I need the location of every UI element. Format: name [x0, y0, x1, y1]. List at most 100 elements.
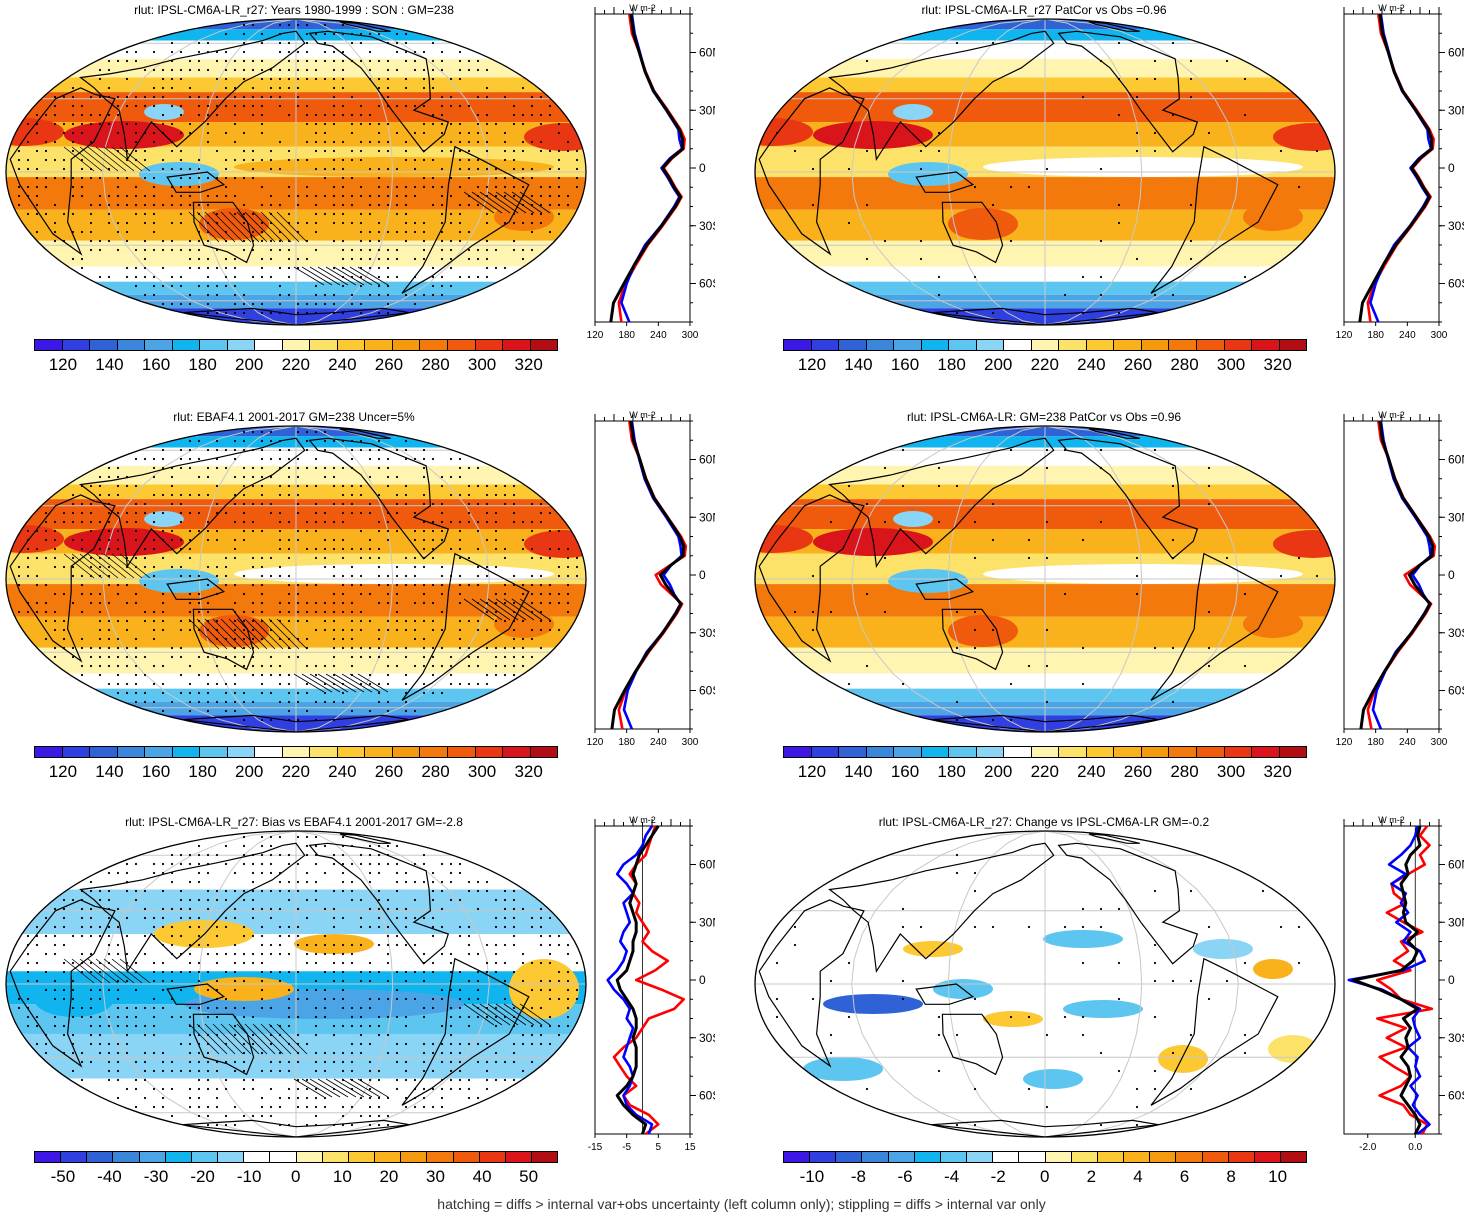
stipple-dot — [152, 916, 156, 920]
stipple-dot — [341, 59, 345, 63]
stipple-dot — [134, 673, 138, 677]
stipple-dot — [521, 221, 525, 225]
stipple-dot — [62, 131, 66, 135]
coastline-eurasia — [828, 437, 1055, 569]
stipple-dot — [377, 86, 381, 90]
stipple-dot — [467, 68, 471, 72]
stipple-dot — [170, 86, 174, 90]
stipple-dot — [476, 628, 480, 632]
stipple-dot — [89, 122, 93, 126]
hatch-line — [244, 618, 276, 650]
colorbar-tick-label: -8 — [850, 1167, 867, 1186]
colorbar-tick-label: 120 — [797, 355, 827, 374]
stipple-dot — [179, 167, 183, 171]
stipple-dot — [71, 95, 75, 99]
stipple-dot — [323, 628, 327, 632]
stipple-dot — [152, 1006, 156, 1010]
coastline-greenland — [339, 21, 391, 32]
stipple-dot — [575, 149, 579, 153]
stipple-dot — [278, 1060, 282, 1064]
x-tick-label: -5 — [622, 1142, 631, 1153]
colorbar-swatch — [1279, 340, 1307, 350]
stipple-dot — [1045, 448, 1049, 452]
colorbar-swatch — [479, 1152, 506, 1162]
stipple-dot — [179, 619, 183, 623]
stipple-dot — [440, 113, 444, 117]
stipple-dot — [377, 916, 381, 920]
stipple-dot — [1135, 556, 1139, 560]
stipple-dot — [98, 475, 102, 479]
hatch-line — [95, 958, 127, 984]
stipple-dot — [458, 185, 462, 189]
stipple-dot — [278, 538, 282, 542]
x-tick-label: 300 — [682, 330, 699, 341]
stipple-dot — [269, 194, 273, 198]
stipple-dot — [350, 1006, 354, 1010]
stipple-dot — [278, 673, 282, 677]
stipple-dot — [350, 961, 354, 965]
lat-tick-label: 30S — [699, 1031, 715, 1045]
stipple-dot — [476, 520, 480, 524]
stipple-dot — [251, 1042, 255, 1046]
stipple-dot — [539, 1006, 543, 1010]
stipple-dot — [476, 664, 480, 668]
stipple-dot — [449, 248, 453, 252]
stipple-dot — [89, 655, 93, 659]
stipple-dot — [161, 664, 165, 668]
stipple-dot — [296, 95, 300, 99]
stipple-dot — [485, 68, 489, 72]
stipple-dot — [521, 646, 525, 650]
stipple-dot — [161, 889, 165, 893]
stipple-dot — [467, 664, 471, 668]
stipple-dot — [332, 889, 336, 893]
stipple-dot — [71, 538, 75, 542]
stipple-dot — [1027, 925, 1031, 929]
stipple-dot — [458, 203, 462, 207]
stipple-dot — [179, 77, 183, 81]
stipple-dot — [512, 1006, 516, 1010]
stipple-dot — [1153, 293, 1157, 297]
stipple-dot — [233, 1105, 237, 1109]
stipple-dot — [973, 556, 977, 560]
stipple-dot — [431, 68, 435, 72]
stipple-dot — [287, 23, 291, 27]
stipple-dot — [278, 302, 282, 306]
stipple-dot — [224, 583, 228, 587]
stipple-dot — [386, 59, 390, 63]
colorbar-tick-label: 300 — [1216, 355, 1246, 374]
stipple-dot — [71, 556, 75, 560]
stipple-dot — [260, 943, 264, 947]
stipple-dot — [116, 59, 120, 63]
stipple-dot — [503, 898, 507, 902]
stipple-dot — [305, 221, 309, 225]
stipple-dot — [134, 646, 138, 650]
stipple-dot — [305, 1096, 309, 1100]
stipple-dot — [440, 131, 444, 135]
stipple-dot — [215, 1015, 219, 1019]
stipple-dot — [215, 1006, 219, 1010]
stipple-dot — [188, 952, 192, 956]
stipple-dot — [530, 529, 534, 533]
stipple-dot — [125, 646, 129, 650]
stipple-dot — [431, 619, 435, 623]
stipple-dot — [530, 583, 534, 587]
stipple-dot — [386, 1123, 390, 1127]
stipple-dot — [125, 862, 129, 866]
stipple-dot — [152, 194, 156, 198]
stipple-dot — [188, 457, 192, 461]
stipple-dot — [548, 203, 552, 207]
stipple-dot — [152, 457, 156, 461]
stipple-dot — [161, 1096, 165, 1100]
stipple-dot — [422, 185, 426, 189]
stipple-dot — [35, 961, 39, 965]
stipple-dot — [260, 311, 264, 315]
stipple-dot — [53, 95, 57, 99]
stipple-dot — [116, 484, 120, 488]
stipple-dot — [206, 520, 210, 524]
stipple-dot — [404, 212, 408, 216]
stipple-dot — [152, 86, 156, 90]
stipple-dot — [1297, 185, 1301, 189]
stipple-dot — [206, 113, 210, 117]
stipple-dot — [775, 1015, 779, 1019]
stipple-dot — [476, 484, 480, 488]
